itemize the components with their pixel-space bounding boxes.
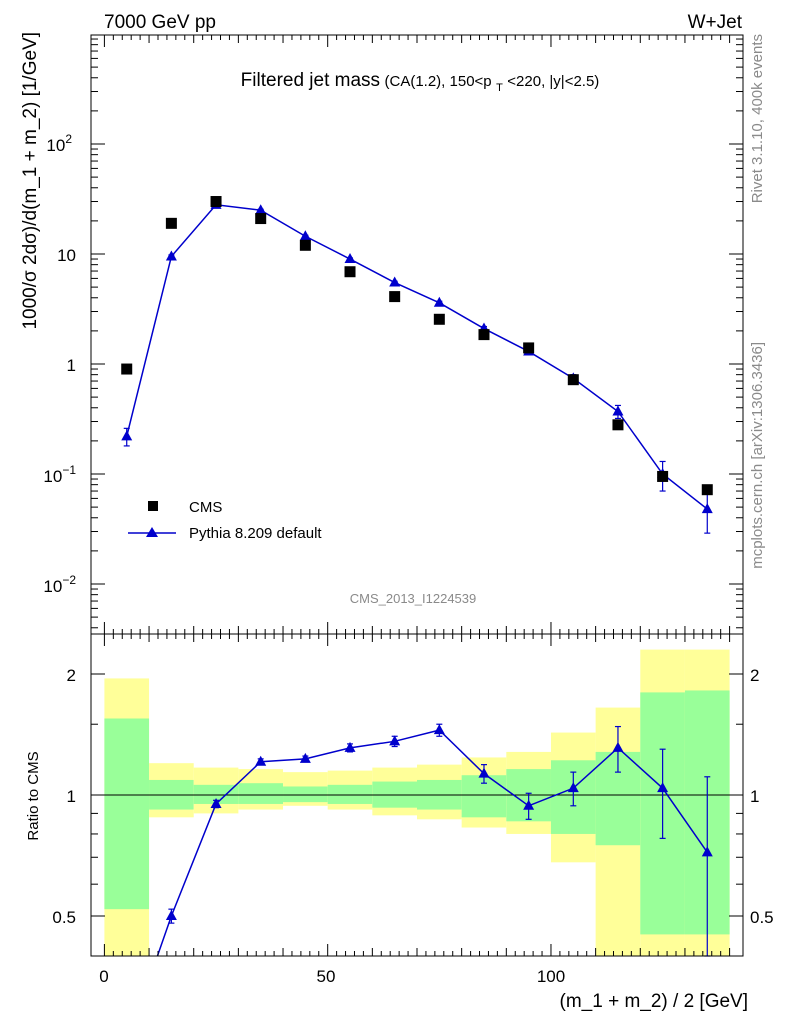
mcplots-label: mcplots.cern.ch [arXiv:1306.3436] — [749, 342, 766, 569]
main-pythia-line — [125, 204, 708, 510]
legend-pythia-label: Pythia 8.209 default — [189, 525, 322, 542]
y-main-tick-0.01: 10−2 — [43, 573, 76, 596]
band-inner-2 — [193, 784, 239, 804]
band-inner-3 — [238, 783, 284, 804]
ratio-pythia-point-9 — [523, 799, 535, 810]
y-ratio-tick-1-right: 1 — [750, 787, 759, 806]
ratio-pythia-point-4 — [299, 752, 311, 763]
main-cms-point-5 — [344, 266, 356, 278]
main-cms-point-9 — [523, 342, 535, 354]
ratio-pythia-point-6 — [389, 735, 401, 746]
plot-title-sub-a: (CA(1.2), 150<p — [385, 73, 492, 90]
main-pythia-point-7 — [433, 296, 445, 307]
y-ratio-tick-1-left: 1 — [67, 787, 76, 806]
main-pythia-point-3 — [255, 204, 267, 215]
x-ticklabels: 0 50 100 — [99, 967, 565, 986]
y-main-tick-10: 10 — [57, 246, 76, 265]
y-main-tick-0.1: 10−1 — [43, 463, 76, 486]
main-cms-point-4 — [299, 239, 311, 251]
header-right: W+Jet — [688, 12, 743, 33]
ratio-pythia-point-10 — [567, 782, 579, 793]
ratio-pythia-point-5 — [344, 741, 356, 752]
ratio-pythia-point-13 — [701, 846, 713, 857]
legend-cms-label: CMS — [189, 499, 222, 516]
ratio-pythia-point-7 — [433, 724, 445, 735]
main-cms-point-11 — [612, 419, 624, 431]
ratio-marks — [156, 723, 713, 957]
plot-title: Filtered jet mass (CA(1.2), 150<p T <220… — [241, 70, 600, 95]
y-axis-ratio-label: Ratio to CMS — [25, 751, 42, 840]
band-inner-0 — [104, 718, 150, 910]
y-ratio-tick-0.5-right: 0.5 — [750, 908, 774, 927]
main-cms-point-2 — [210, 196, 222, 208]
y-ratio-tick-2-right: 2 — [750, 666, 759, 685]
legend: CMS Pythia 8.209 default — [128, 499, 322, 542]
ratio-pythia-point-12 — [657, 782, 669, 793]
y-ratio-tick-0.5-left: 0.5 — [52, 908, 76, 927]
legend-pythia-marker — [146, 527, 158, 537]
ratio-pythia-point-1 — [165, 910, 177, 920]
y-main-tick-100: 102 — [46, 132, 72, 155]
ratio-pythia-point-3 — [255, 755, 267, 766]
main-pythia-point-6 — [389, 276, 401, 287]
y-axis-main-label: 1000/σ 2dσ)/d(m_1 + m_2) [1/GeV] — [20, 32, 41, 330]
analysis-label: CMS_2013_I1224539 — [350, 591, 477, 606]
main-cms-point-7 — [433, 313, 445, 325]
y-main-tick-1: 1 — [67, 356, 76, 375]
main-cms-point-1 — [165, 217, 177, 229]
ratio-pythia-point-2 — [210, 797, 222, 808]
axis-ticks — [91, 35, 743, 956]
main-cms-point-8 — [478, 329, 490, 341]
plot-title-sub-t: T — [496, 82, 503, 94]
main-cms-point-6 — [389, 291, 401, 303]
y-main-ticklabels: 102 10 1 10−1 10−2 — [43, 132, 76, 596]
y-ratio-tick-2-left: 2 — [67, 666, 76, 685]
main-pythia-point-5 — [344, 253, 356, 264]
x-tick-50: 50 — [317, 967, 336, 986]
main-marks — [121, 196, 713, 534]
legend-cms-marker — [148, 501, 158, 511]
x-axis-label: (m_1 + m_2) / 2 [GeV] — [560, 991, 749, 1012]
plot-title-main: Filtered jet mass — [241, 70, 380, 91]
main-pythia-point-4 — [299, 230, 311, 241]
main-pythia-point-1 — [165, 250, 177, 261]
plot-title-sub-b: <220, |y|<2.5) — [507, 73, 599, 90]
ratio-pythia-point-8 — [478, 767, 490, 778]
y-ratio-ticklabels: 2 1 0.5 2 1 0.5 — [52, 666, 773, 927]
header-left: 7000 GeV pp — [104, 12, 216, 33]
rivet-label: Rivet 3.1.10, 400k events — [749, 34, 766, 203]
main-cms-point-0 — [121, 363, 133, 375]
x-tick-0: 0 — [99, 967, 108, 986]
main-pythia-point-0 — [121, 430, 133, 441]
ratio-pythia-point-11 — [612, 741, 624, 752]
main-cms-point-10 — [567, 374, 579, 386]
band-inner-5 — [327, 784, 373, 804]
band-inner-4 — [283, 786, 328, 803]
x-tick-100: 100 — [537, 967, 565, 986]
main-pythia-point-13 — [701, 503, 713, 514]
main-cms-point-13 — [701, 484, 713, 496]
ratio-pythia-line — [156, 729, 708, 956]
panel-frames — [90, 34, 744, 957]
main-cms-point-12 — [657, 470, 669, 482]
main-cms-point-3 — [255, 213, 267, 225]
ratio-frame — [90, 633, 744, 957]
main-pythia-point-11 — [612, 405, 624, 416]
